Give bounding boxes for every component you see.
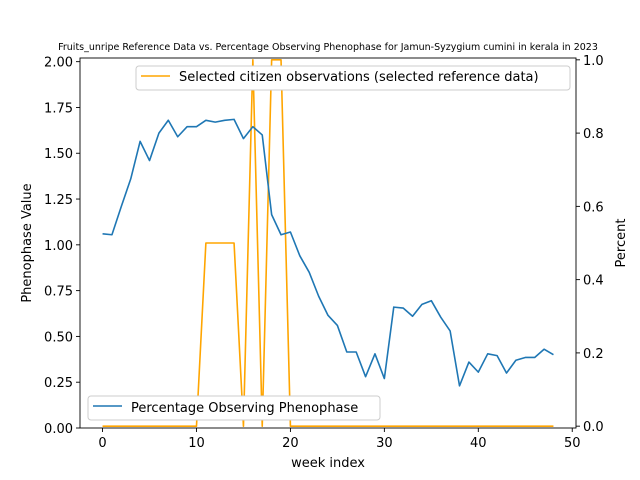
series-line-1 xyxy=(102,59,554,427)
chart-title: Fruits_unripe Reference Data vs. Percent… xyxy=(58,42,598,53)
y-tick-label-left: 0.00 xyxy=(44,422,73,437)
y-axis-label-right: Percent xyxy=(614,219,629,268)
y-tick-label-left: 0.50 xyxy=(44,330,73,345)
y-tick-label-left: 1.75 xyxy=(44,101,73,116)
y-axis-label-left: Phenophase Value xyxy=(20,183,35,302)
legend-right: Selected citizen observations (selected … xyxy=(135,65,571,91)
x-tick-label: 0 xyxy=(98,436,106,451)
plot-background xyxy=(80,58,576,428)
x-tick-label: 50 xyxy=(564,436,581,451)
x-tick-label: 20 xyxy=(282,436,299,451)
y-tick-label-right: 0.4 xyxy=(583,274,604,289)
x-tick-label: 10 xyxy=(188,436,205,451)
y-tick-label-right: 0.8 xyxy=(583,127,604,142)
legend-left-box xyxy=(87,395,381,421)
y-tick-label-left: 0.25 xyxy=(44,376,73,391)
y-tick-label-left: 2.00 xyxy=(44,56,73,71)
plot-frame xyxy=(79,57,577,429)
y-tick-label-left: 1.00 xyxy=(44,239,73,254)
y-tick-label-left: 1.25 xyxy=(44,193,73,208)
x-axis-label: week index xyxy=(291,456,365,471)
series-layer xyxy=(102,59,554,427)
legend-right-box xyxy=(135,65,571,91)
y-tick-label-right: 0.6 xyxy=(583,200,604,215)
axes-layer: 0 10 20 30 40 50 0.00 0.25 0.50 0.75 1.00 1.25 1.50 1… xyxy=(44,54,604,451)
y-tick-label-right: 1.0 xyxy=(583,54,604,69)
y-tick-label-left: 0.75 xyxy=(44,285,73,300)
legend-right-label: Selected citizen observations (selected … xyxy=(179,70,539,85)
legend-left: Percentage Observing Phenophase xyxy=(87,395,381,421)
legend-left-label: Percentage Observing Phenophase xyxy=(131,401,358,416)
series-line-0 xyxy=(102,118,554,387)
y-tick-label-right: 0.2 xyxy=(583,347,604,362)
y-tick-label-right: 0.0 xyxy=(583,420,604,435)
y-tick-label-left: 1.50 xyxy=(44,147,73,162)
x-tick-label: 30 xyxy=(376,436,393,451)
x-tick-label: 40 xyxy=(470,436,487,451)
